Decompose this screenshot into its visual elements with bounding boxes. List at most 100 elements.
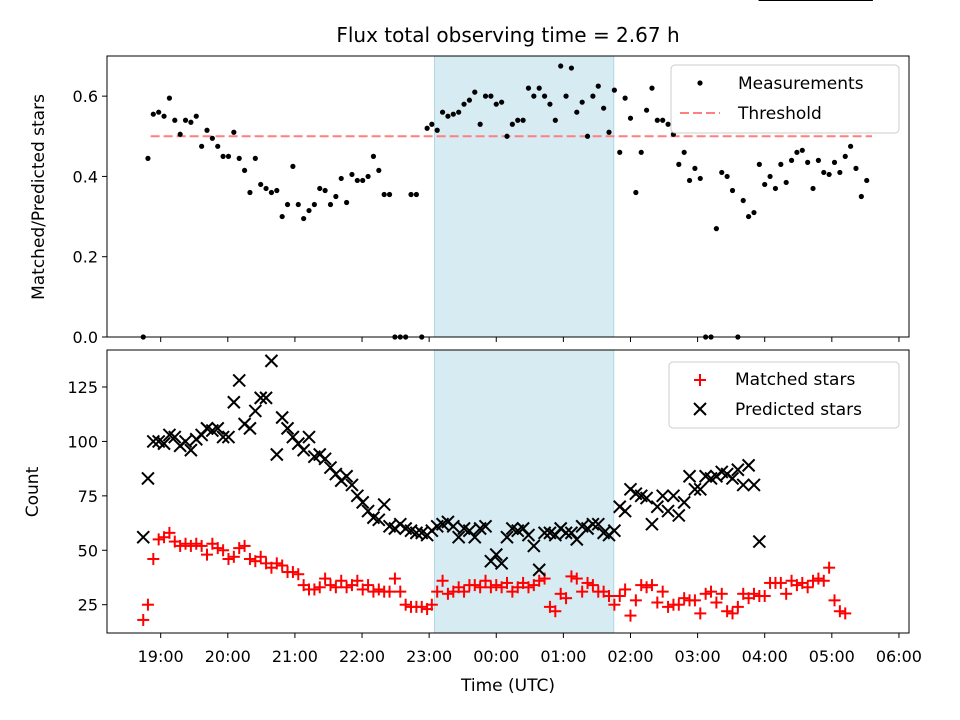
matched-point — [839, 607, 852, 620]
top-highlight-span — [434, 55, 615, 338]
matched-point — [678, 592, 691, 605]
measurement-point — [660, 117, 666, 123]
matched-point — [817, 574, 830, 587]
measurement-point — [450, 111, 456, 117]
x-tick-label: 03:00 — [675, 647, 721, 666]
bottom-axes-layer: 25 50 75 100 125 19:00 20:00 21:00 22:00 23:00 00:… — [67, 349, 922, 666]
matched-point — [335, 574, 348, 587]
measurement-point — [466, 97, 473, 103]
measurement-point — [831, 159, 838, 165]
matched-point — [319, 572, 332, 585]
matched-point — [490, 579, 503, 592]
measurement-point — [349, 171, 355, 178]
predicted-point — [693, 482, 707, 497]
measurement-point — [815, 157, 821, 163]
measurement-point — [799, 147, 805, 153]
measurement-point — [279, 213, 285, 220]
measurement-point — [654, 117, 660, 123]
predicted-point — [747, 478, 761, 492]
measurement-point — [713, 226, 719, 232]
matched-point — [823, 561, 836, 574]
predicted-point — [527, 539, 541, 553]
legend-measurements-marker — [697, 80, 703, 86]
measurement-point — [322, 187, 328, 194]
matched-point — [549, 605, 562, 618]
top-legend: Measurements Threshold — [670, 64, 900, 134]
matched-point — [565, 570, 578, 583]
predicted-point — [468, 530, 482, 544]
matched-point — [774, 576, 787, 589]
predicted-point — [355, 495, 370, 510]
predicted-point — [650, 500, 665, 514]
matched-point — [270, 557, 283, 570]
matched-point — [292, 568, 305, 581]
matched-point — [807, 574, 820, 587]
legend-predicted-marker — [693, 402, 707, 416]
predicted-point — [645, 517, 659, 531]
measurement-point — [343, 199, 350, 206]
measurement-point — [762, 181, 768, 188]
measurement-point — [429, 121, 435, 127]
measurement-point — [595, 83, 601, 89]
matched-point — [286, 566, 299, 579]
measurement-point — [204, 127, 210, 133]
predicted-point — [532, 563, 546, 577]
measurement-point — [547, 101, 553, 107]
top-y-tick-label: 0.4 — [73, 167, 98, 186]
predicted-point — [253, 391, 268, 405]
measurement-point — [231, 129, 237, 135]
matched-point — [570, 572, 583, 585]
measurement-point — [199, 143, 205, 149]
measurement-point — [643, 107, 650, 113]
measurement-point — [482, 93, 489, 99]
measurement-point — [370, 153, 377, 159]
measurement-point — [306, 207, 312, 214]
predicted-point — [736, 478, 750, 492]
matched-point — [715, 587, 728, 600]
predicted-point — [752, 534, 767, 549]
measurement-point — [263, 185, 269, 192]
matched-point — [441, 587, 454, 600]
legend-predicted-label: Predicted stars — [735, 400, 862, 420]
x-tick-label: 21:00 — [272, 647, 318, 666]
predicted-point — [478, 519, 493, 534]
matched-point — [324, 579, 337, 592]
measurement-point — [504, 133, 510, 139]
predicted-point — [259, 391, 273, 405]
matched-point — [362, 579, 375, 592]
predicted-point — [216, 430, 230, 444]
measurement-point — [563, 93, 569, 99]
matched-point — [635, 579, 648, 592]
matched-point — [254, 550, 267, 563]
matched-point — [184, 539, 197, 552]
measurement-point — [584, 133, 591, 139]
measurement-point — [317, 185, 323, 192]
predicted-point — [296, 443, 311, 457]
predicted-point — [725, 471, 740, 486]
predicted-point — [494, 556, 509, 571]
predicted-point — [275, 410, 289, 425]
matched-point — [694, 607, 707, 620]
x-tick-label: 00:00 — [473, 647, 519, 666]
matched-point — [560, 592, 573, 605]
matched-point — [656, 585, 669, 598]
bottom-highlight-span-layer — [434, 349, 615, 634]
predicted-point — [446, 519, 461, 534]
bottom-y-axis-label: Count — [23, 466, 43, 517]
matched-point — [731, 600, 744, 613]
predicted-point — [264, 354, 279, 368]
predicted-point — [372, 513, 386, 527]
measurement-point — [837, 169, 843, 176]
legend-matched-marker — [694, 374, 706, 386]
matched-point — [141, 598, 154, 611]
matched-point — [399, 598, 412, 611]
predicted-point — [221, 430, 236, 444]
bottom-y-tick-label: 25 — [78, 596, 98, 615]
predicted-point — [618, 504, 632, 518]
measurement-point — [311, 201, 317, 208]
matched-point — [828, 594, 841, 607]
measurement-point — [236, 155, 242, 161]
measurement-point — [778, 161, 784, 167]
predicted-point — [280, 421, 295, 436]
matched-point — [662, 600, 675, 613]
